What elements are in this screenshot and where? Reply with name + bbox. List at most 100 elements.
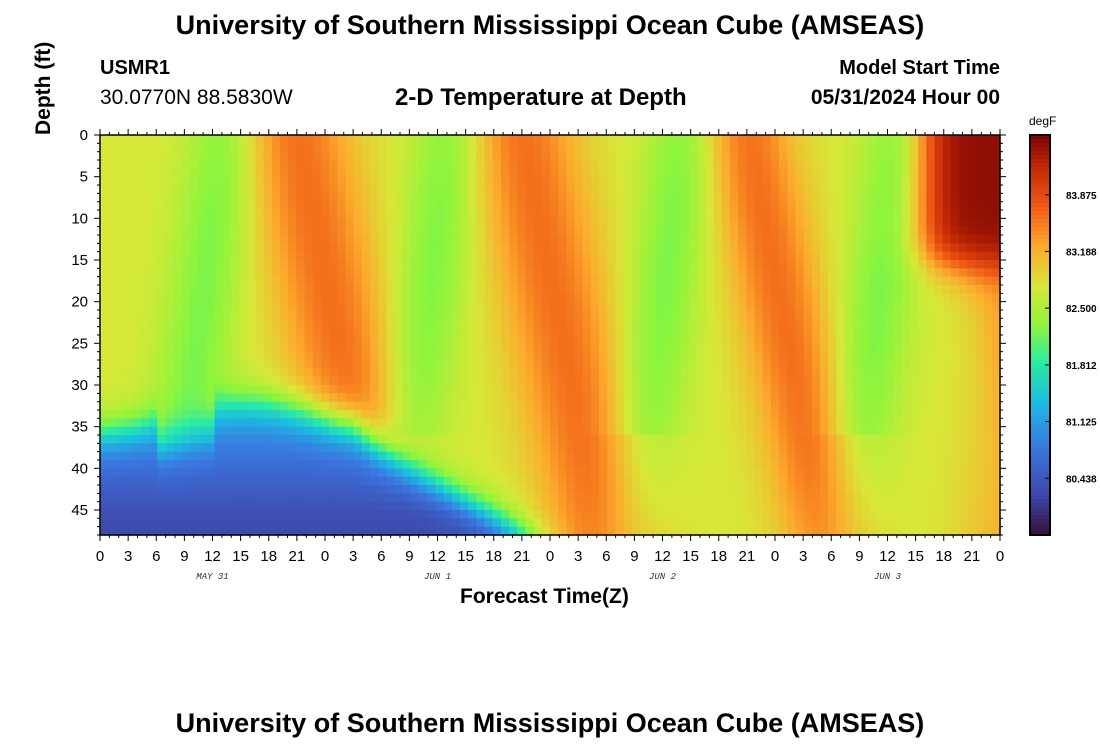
heatmap-cell [149,151,158,161]
heatmap-cell [541,268,551,278]
heatmap-cell [533,410,543,419]
heatmap-cell [640,285,649,294]
heatmap-cell [181,151,191,161]
heatmap-cell [558,210,567,219]
heatmap-cell [173,393,183,403]
heatmap-cell [689,185,698,194]
heatmap-cell [689,385,698,394]
heatmap-cell [329,485,338,494]
heatmap-cell [901,176,911,186]
heatmap-cell [361,493,371,503]
heatmap-cell [173,493,183,503]
heatmap-cell [590,360,600,369]
heatmap-cell [672,318,682,328]
heatmap-cell [664,410,674,419]
heatmap-cell [828,301,837,311]
heatmap-cell [353,185,363,194]
heatmap-cell [754,310,764,319]
heatmap-cell [337,285,347,294]
heatmap-cell [500,226,510,236]
heatmap-cell [721,135,731,144]
heatmap-cell [173,201,183,211]
heatmap-cell [631,135,641,144]
heatmap-cell [181,343,191,353]
heatmap-cell [157,143,167,153]
heatmap-cell [394,285,404,294]
heatmap-cell [983,393,993,403]
heatmap-cell [500,326,510,336]
heatmap-cell [664,285,674,294]
heatmap-cell [615,176,625,186]
heatmap-cell [566,168,576,178]
heatmap-cell [312,418,322,428]
heatmap-cell [149,318,158,328]
heatmap-cell [950,193,960,203]
heatmap-cell [509,451,518,461]
heatmap-cell [460,385,469,394]
heatmap-cell [247,351,257,361]
heatmap-cell [157,485,167,494]
heatmap-cell [811,335,821,344]
heatmap-cell [468,193,477,203]
heatmap-cell [541,435,551,444]
heatmap-cell [108,326,117,336]
heatmap-cell [402,393,412,403]
heatmap-cell [214,176,224,186]
heatmap-cell [820,393,829,403]
heatmap-cell [435,135,445,144]
heatmap-cell [762,468,772,478]
heatmap-cell [844,485,854,494]
heatmap-cell [402,235,412,244]
heatmap-cell [631,168,641,178]
heatmap-cell [582,401,592,411]
heatmap-cell [329,368,338,378]
heatmap-cell [222,218,232,228]
heatmap-cell [108,360,117,369]
heatmap-cell [967,376,977,386]
heatmap-cell [484,460,494,469]
heatmap-cell [942,376,952,386]
heatmap-cell [967,260,977,269]
heatmap-cell [926,210,936,219]
heatmap-cell [198,443,207,453]
heatmap-cell [680,376,690,386]
heatmap-cell [198,435,207,444]
heatmap-cell [124,443,134,453]
heatmap-cell [860,243,870,253]
heatmap-cell [402,326,412,336]
heatmap-cell [517,460,527,469]
heatmap-cell [656,235,666,244]
heatmap-cell [378,301,387,311]
heatmap-cell [116,376,126,386]
heatmap-cell [500,135,510,144]
heatmap-cell [312,493,322,503]
heatmap-cell [656,318,666,328]
heatmap-cell [451,226,461,236]
heatmap-cell [173,476,183,486]
heatmap-cell [247,276,257,286]
heatmap-cell [730,251,739,261]
heatmap-cell [803,243,813,253]
heatmap-cell [828,476,837,486]
heatmap-cell [730,368,739,378]
heatmap-cell [754,201,764,211]
heatmap-cell [770,260,780,269]
heatmap-cell [631,501,641,511]
heatmap-cell [869,426,878,436]
heatmap-cell [779,226,788,236]
heatmap-cell [836,351,846,361]
heatmap-cell [852,293,862,303]
heatmap-cell [590,193,600,203]
heatmap-cell [312,326,322,336]
heatmap-cell [697,176,707,186]
heatmap-cell [599,360,608,369]
heatmap-cell [484,310,494,319]
heatmap-cell [950,143,960,153]
heatmap-cell [443,260,453,269]
heatmap-cell [648,418,657,428]
heatmap-cell [525,410,535,419]
heatmap-cell [206,151,216,161]
heatmap-cell [100,393,109,403]
heatmap-cell [590,426,600,436]
heatmap-cell [918,410,927,419]
